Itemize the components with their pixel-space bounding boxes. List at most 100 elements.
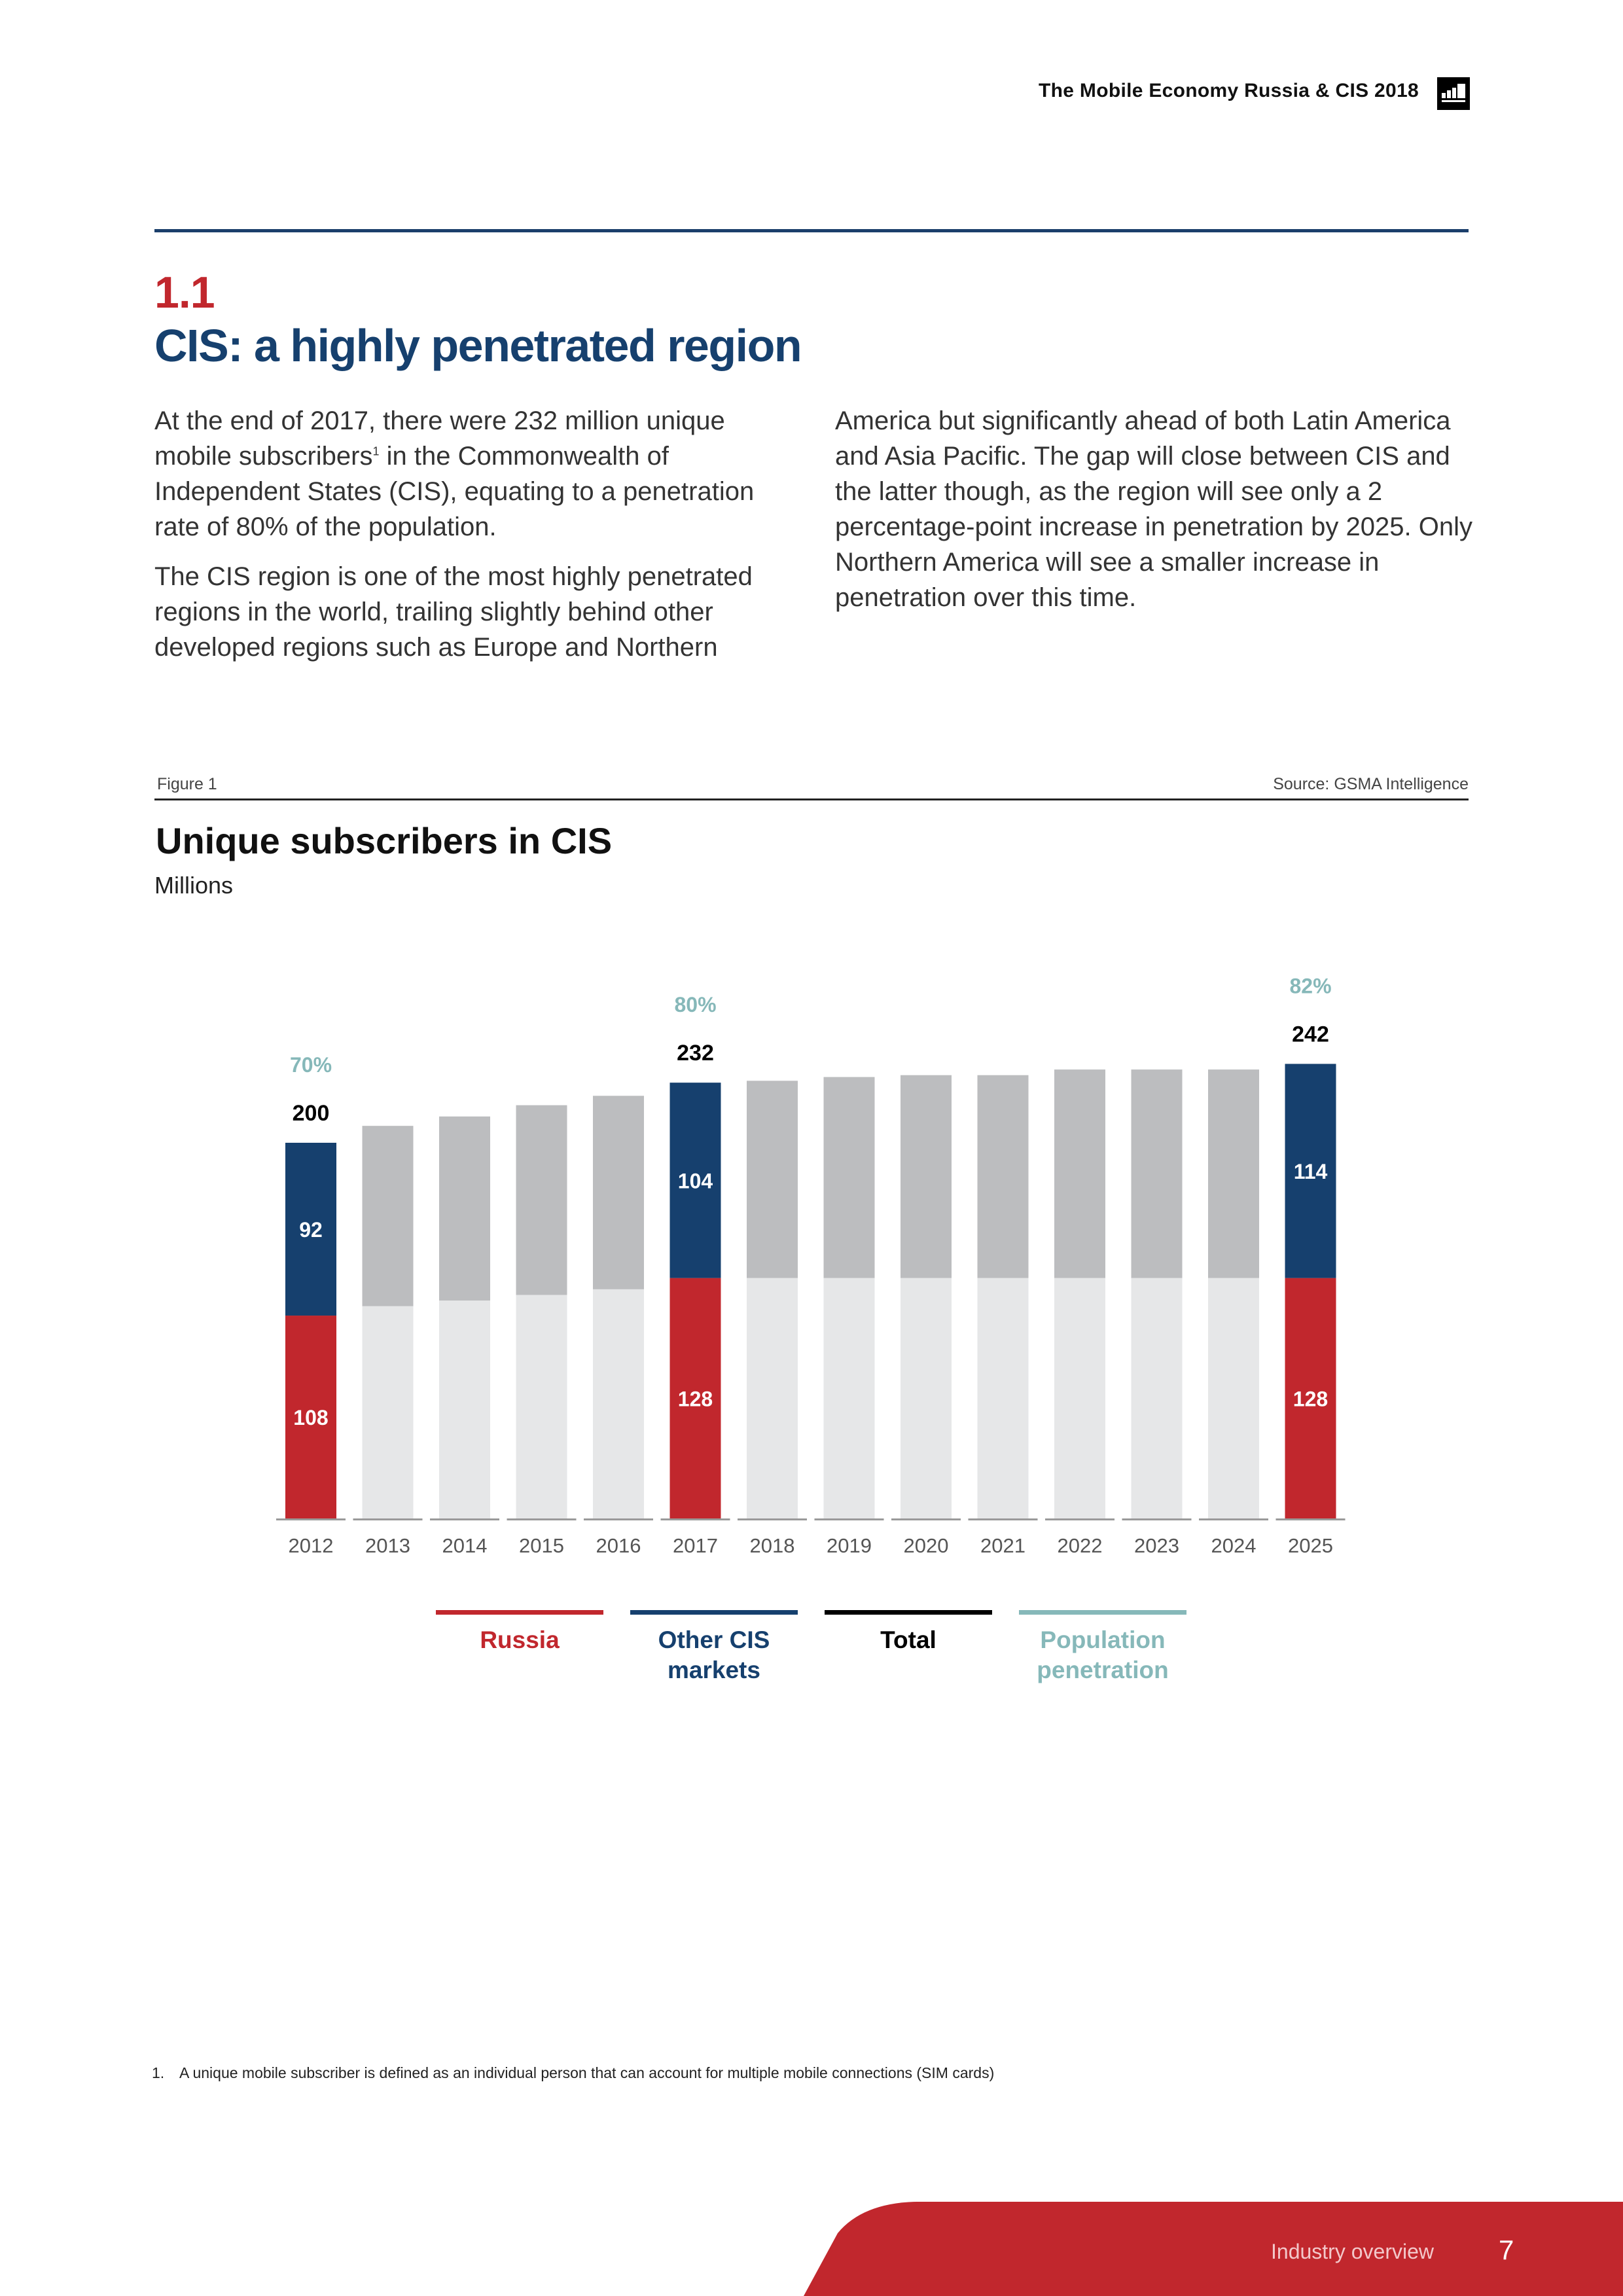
x-tick-label-2014: 2014 xyxy=(442,1534,488,1557)
x-tick-label-2019: 2019 xyxy=(827,1534,872,1557)
body-paragraph-1: At the end of 2017, there were 232 milli… xyxy=(154,406,755,541)
axis-segment-2014 xyxy=(430,1518,499,1520)
bar-other-cis-2015 xyxy=(516,1105,567,1295)
legend-item-other-cis-markets: Other CIS markets xyxy=(630,1610,798,1685)
x-tick-label-2015: 2015 xyxy=(519,1534,564,1557)
header-rule xyxy=(154,229,1469,232)
bar-russia-2018 xyxy=(747,1278,798,1518)
footnote-text: A unique mobile subscriber is defined as… xyxy=(179,2064,995,2081)
bar-russia-2013 xyxy=(362,1306,414,1518)
bar-other-cis-2022 xyxy=(1054,1069,1105,1278)
bar-other-cis-2019 xyxy=(823,1077,875,1278)
axis-segment-2025 xyxy=(1275,1518,1346,1520)
bar-other-cis-2021 xyxy=(977,1075,1029,1278)
axis-segment-2019 xyxy=(814,1518,884,1520)
x-tick-label-2024: 2024 xyxy=(1211,1534,1257,1557)
x-tick-label-2022: 2022 xyxy=(1058,1534,1103,1557)
bar-russia-2017 xyxy=(669,1278,721,1518)
x-tick-label-2021: 2021 xyxy=(980,1534,1026,1557)
bar-other-cis-2025 xyxy=(1285,1064,1336,1278)
bar-other-cis-2018 xyxy=(747,1081,798,1278)
axis-segment-2024 xyxy=(1199,1518,1268,1520)
axis-segment-2023 xyxy=(1122,1518,1192,1520)
legend-swatch xyxy=(436,1610,603,1615)
legend-label: Russia xyxy=(480,1626,560,1653)
stacked-bar-chart: 2012 108 92 200 70% 2013 2014 2015 2016 2017 128 10… xyxy=(276,974,1346,1557)
data-label-total-2017: 232 xyxy=(677,1041,714,1066)
data-label-penetration-2012: 70% xyxy=(290,1053,332,1077)
axis-segment-2020 xyxy=(891,1518,961,1520)
legend-label: Total xyxy=(880,1626,936,1653)
bar-russia-2014 xyxy=(439,1300,490,1518)
axis-segment-2021 xyxy=(968,1518,1038,1520)
section-title: CIS: a highly penetrated region xyxy=(154,320,802,371)
axis-segment-2018 xyxy=(738,1518,807,1520)
gsma-logo xyxy=(1437,77,1470,110)
legend-swatch xyxy=(1019,1610,1186,1615)
data-label-penetration-2025: 82% xyxy=(1289,974,1331,997)
bar-russia-2024 xyxy=(1208,1278,1259,1518)
bar-russia-2016 xyxy=(593,1289,644,1518)
legend-item-total: Total xyxy=(825,1610,992,1655)
axis-segment-2012 xyxy=(276,1518,346,1520)
x-tick-label-2016: 2016 xyxy=(596,1534,641,1557)
figure-rule xyxy=(154,798,1469,800)
x-tick-label-2012: 2012 xyxy=(289,1534,334,1557)
axis-segment-2017 xyxy=(660,1518,730,1520)
data-label-other-cis-2012: 92 xyxy=(299,1218,323,1242)
bar-other-cis-2020 xyxy=(901,1075,952,1278)
section-number: 1.1 xyxy=(154,268,215,317)
axis-segment-2015 xyxy=(507,1518,577,1520)
x-tick-label-2020: 2020 xyxy=(904,1534,949,1557)
bar-other-cis-2014 xyxy=(439,1116,490,1301)
footnote: 1. A unique mobile subscriber is defined … xyxy=(152,2064,994,2082)
axis-segment-2013 xyxy=(353,1518,423,1520)
data-label-other-cis-2017: 104 xyxy=(678,1169,713,1193)
bar-russia-2025 xyxy=(1285,1278,1336,1518)
legend-label: Population penetration xyxy=(1037,1626,1169,1683)
bar-other-cis-2023 xyxy=(1131,1069,1183,1278)
legend-item-russia: Russia xyxy=(436,1610,603,1655)
body-column-right: America but significantly ahead of both … xyxy=(835,403,1483,630)
bar-russia-2021 xyxy=(977,1278,1029,1518)
body-column-left: At the end of 2017, there were 232 milli… xyxy=(154,403,802,679)
bar-russia-2012 xyxy=(285,1316,336,1518)
bar-other-cis-2016 xyxy=(593,1096,644,1289)
chart-title: Unique subscribers in CIS xyxy=(156,820,613,861)
bar-other-cis-2013 xyxy=(362,1126,414,1306)
x-tick-label-2023: 2023 xyxy=(1134,1534,1179,1557)
data-label-russia-2012: 108 xyxy=(293,1406,328,1429)
footnote-number: 1. xyxy=(152,2064,165,2081)
bar-russia-2023 xyxy=(1131,1278,1183,1518)
bar-russia-2019 xyxy=(823,1278,875,1518)
x-tick-label-2018: 2018 xyxy=(750,1534,795,1557)
page-number: 7 xyxy=(1499,2234,1514,2265)
x-tick-label-2013: 2013 xyxy=(365,1534,410,1557)
footnote-ref: 1 xyxy=(372,444,380,458)
legend-item-population-penetration: Population penetration xyxy=(1019,1610,1186,1685)
data-label-russia-2017: 128 xyxy=(678,1387,713,1410)
data-label-total-2012: 200 xyxy=(293,1101,330,1126)
data-label-penetration-2017: 80% xyxy=(674,993,716,1016)
document-header-title: The Mobile Economy Russia & CIS 2018 xyxy=(1039,80,1419,101)
footer-band xyxy=(804,2202,1623,2296)
legend-label: Other CIS markets xyxy=(658,1626,770,1683)
bar-other-cis-2017 xyxy=(669,1083,721,1278)
axis-segment-2016 xyxy=(584,1518,653,1520)
legend-swatch xyxy=(825,1610,992,1615)
bar-other-cis-2012 xyxy=(285,1143,336,1316)
data-label-russia-2025: 128 xyxy=(1293,1387,1328,1410)
body-paragraph-3: America but significantly ahead of both … xyxy=(835,406,1472,612)
legend-swatch xyxy=(630,1610,798,1615)
bar-other-cis-2024 xyxy=(1208,1069,1259,1278)
figure-source: Source: GSMA Intelligence xyxy=(1273,775,1469,793)
bar-russia-2022 xyxy=(1054,1278,1105,1518)
chart-unit: Millions xyxy=(154,872,234,899)
data-label-total-2025: 242 xyxy=(1292,1022,1329,1047)
axis-segment-2022 xyxy=(1045,1518,1115,1520)
x-tick-label-2025: 2025 xyxy=(1288,1534,1333,1557)
bar-russia-2020 xyxy=(901,1278,952,1518)
bar-russia-2015 xyxy=(516,1295,567,1518)
figure-label: Figure 1 xyxy=(157,775,217,793)
footer-section-label: Industry overview xyxy=(1271,2240,1434,2263)
